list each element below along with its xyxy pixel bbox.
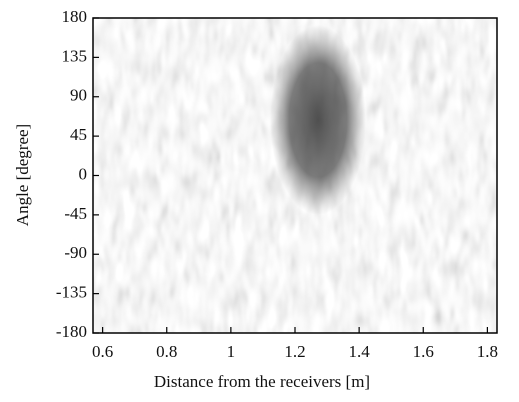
y-tick-label: 0 (79, 164, 88, 183)
y-tick-label: 135 (62, 46, 88, 65)
y-axis-label: Angle [degree] (13, 124, 32, 226)
x-tick-label: 1.4 (349, 342, 371, 361)
y-tick-label: -45 (64, 204, 87, 223)
x-tick-label: 0.6 (92, 342, 113, 361)
x-tick-label: 1 (227, 342, 236, 361)
y-tick-label: -90 (64, 243, 87, 262)
intensity-texture (93, 18, 497, 333)
y-tick-label: -180 (56, 322, 87, 341)
y-tick-label: 45 (70, 125, 87, 144)
y-tick-label: 180 (62, 7, 88, 26)
y-tick-label: -135 (56, 283, 87, 302)
y-tick-label: 90 (70, 86, 87, 105)
x-axis-label: Distance from the receivers [m] (154, 372, 370, 391)
x-tick-label: 0.8 (156, 342, 177, 361)
x-tick-label: 1.2 (284, 342, 305, 361)
x-tick-label: 1.8 (477, 342, 498, 361)
x-tick-label: 1.6 (413, 342, 434, 361)
